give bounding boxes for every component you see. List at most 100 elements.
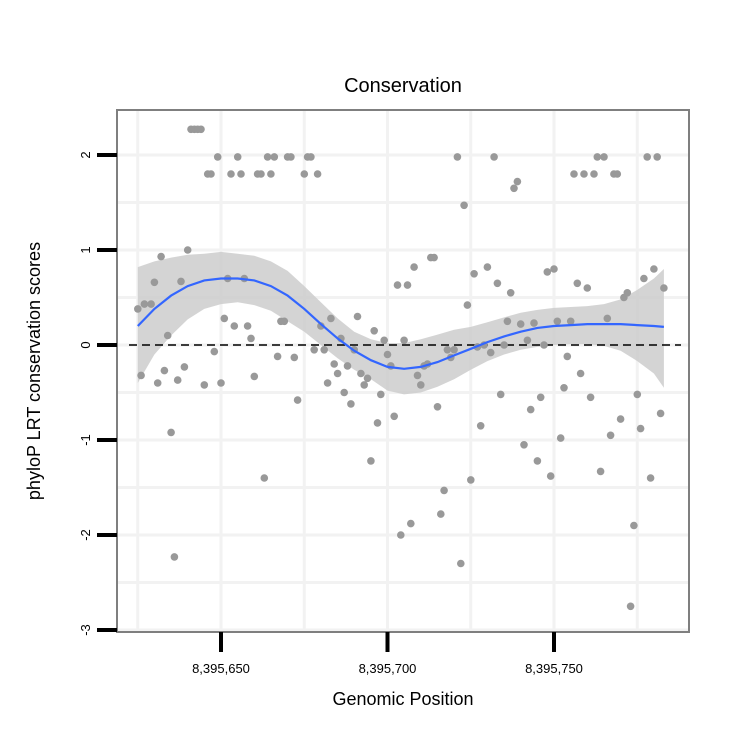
data-point [137, 372, 145, 380]
data-point [587, 394, 595, 402]
data-point [261, 474, 269, 482]
data-point [437, 510, 445, 518]
data-point [590, 170, 598, 178]
data-point [434, 403, 442, 411]
data-point [271, 153, 279, 161]
data-point [287, 153, 295, 161]
data-point [550, 265, 558, 273]
data-point [234, 153, 242, 161]
data-point [584, 284, 592, 292]
data-point [251, 373, 259, 381]
data-point [404, 281, 412, 289]
data-point [407, 520, 415, 528]
data-point [201, 381, 209, 389]
data-point [467, 476, 475, 484]
data-point [327, 315, 335, 323]
data-point [211, 348, 219, 356]
data-point [370, 327, 378, 335]
data-point [231, 322, 239, 330]
data-point [657, 410, 665, 418]
chart-title: Conservation [344, 75, 462, 97]
data-point [214, 153, 222, 161]
data-point [147, 300, 155, 308]
data-point [450, 346, 458, 354]
y-axis-label: phyloP LRT conservation scores [24, 242, 44, 500]
data-point [440, 487, 448, 495]
y-tick-label: -3 [78, 624, 93, 636]
data-point [454, 153, 462, 161]
data-point [647, 474, 655, 482]
x-tick-label: 8,395,650 [192, 661, 250, 676]
data-point [217, 379, 225, 387]
data-point [637, 425, 645, 433]
data-point [221, 315, 229, 323]
data-point [594, 153, 602, 161]
data-point [557, 434, 565, 442]
data-point [360, 381, 368, 389]
data-point [320, 346, 328, 354]
data-point [184, 246, 192, 254]
data-point [487, 349, 495, 357]
data-point [154, 379, 162, 387]
data-point [177, 278, 185, 286]
data-point [244, 322, 252, 330]
data-point [574, 280, 582, 288]
data-point [540, 341, 548, 349]
data-point [444, 346, 452, 354]
data-point [291, 354, 299, 362]
data-point [397, 531, 405, 539]
data-point [310, 346, 318, 354]
axes: 8,395,650 8,395,700 8,395,750 -3 -2 -1 0 1 2 [78, 151, 583, 676]
data-point [534, 457, 542, 465]
data-point [301, 170, 309, 178]
data-point [164, 332, 172, 340]
data-point [324, 379, 332, 387]
data-point [174, 376, 182, 384]
data-point [564, 353, 572, 361]
data-point [457, 560, 465, 568]
data-point [340, 389, 348, 397]
data-point [347, 400, 355, 408]
data-point [430, 254, 438, 262]
data-point [460, 202, 468, 210]
data-point [530, 319, 538, 327]
data-point [597, 468, 605, 476]
data-point [367, 457, 375, 465]
data-point [344, 362, 352, 370]
data-point [604, 315, 612, 323]
y-tick-label: -2 [78, 529, 93, 541]
data-point [607, 432, 615, 440]
data-point [517, 320, 525, 328]
data-point [537, 394, 545, 402]
data-point [560, 384, 568, 392]
data-point [357, 370, 365, 378]
data-point [161, 367, 169, 375]
data-point [570, 170, 578, 178]
data-point [134, 305, 142, 313]
data-point [141, 300, 149, 308]
data-point [377, 391, 385, 399]
data-point [507, 289, 515, 297]
data-point [197, 126, 205, 134]
data-point [151, 279, 159, 287]
data-point [504, 318, 512, 326]
data-point [514, 178, 522, 186]
data-point [167, 429, 175, 437]
data-point [380, 337, 388, 345]
data-point [627, 603, 635, 611]
data-point [464, 301, 472, 309]
data-point [394, 281, 402, 289]
x-tick-label: 8,395,750 [525, 661, 583, 676]
data-point [237, 170, 245, 178]
data-point [307, 153, 315, 161]
data-point [227, 170, 235, 178]
data-point [634, 391, 642, 399]
data-point [653, 153, 661, 161]
data-point [484, 263, 492, 271]
data-point [314, 170, 322, 178]
x-axis-label: Genomic Position [332, 689, 473, 709]
data-point [330, 360, 338, 368]
data-point [417, 381, 425, 389]
data-point [650, 265, 658, 273]
data-point [643, 153, 651, 161]
